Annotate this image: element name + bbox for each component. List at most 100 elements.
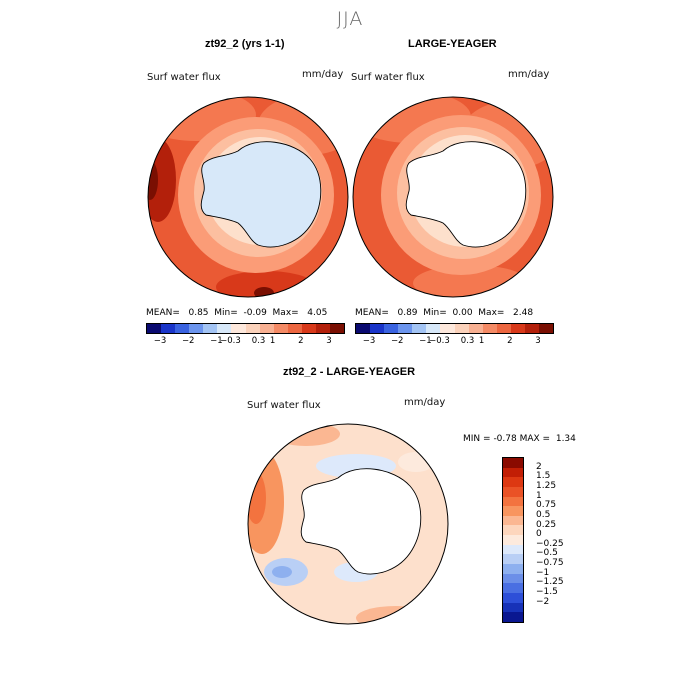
colorbar-tick-label: 1.25 [536,480,557,491]
colorbar-tick-label: 2 [507,336,513,346]
colorbar-swatch [398,324,413,333]
colorbar-tick-label: 1 [478,336,485,346]
colorbar-swatch [231,324,246,333]
colorbar-tick-label: −2 [390,336,404,346]
colorbar-swatch [412,324,427,333]
panel1-antarctica [200,141,322,248]
colorbar-swatch [245,324,260,333]
colorbar-swatch [496,324,511,333]
panel1-variable-label: Surf water flux [147,72,221,83]
colorbar-tick-label: 2 [536,461,542,472]
diff-min-label: MIN = [463,434,491,444]
colorbar-tick-label: −0.3 [429,336,450,346]
panel1-colorbar [146,323,345,334]
panel1-field-west-peak [148,160,158,200]
panel2-polar-map [352,96,554,298]
colorbar-tick-label: 0 [536,529,542,540]
colorbar-swatch [356,324,371,333]
colorbar-tick-label: 1 [269,336,276,346]
colorbar-swatch [503,535,523,545]
colorbar-tick-label: 0.25 [536,519,557,530]
colorbar-tick-label: 1 [536,490,542,501]
season-title: JJA [336,8,364,30]
colorbar-tick-label: 0.3 [251,336,266,346]
panel1-mean-label: MEAN= [146,308,180,318]
panel1-stats: MEAN= 0.85 Min= -0.09 Max= 4.05 [146,308,327,318]
panel1-field-south-peak [254,287,274,297]
colorbar-swatch [426,324,441,333]
diff-colorbar [502,457,524,623]
diff-units-label: mm/day [404,397,446,408]
colorbar-swatch [503,602,523,613]
colorbar-tick-label: −2 [181,336,195,346]
colorbar-swatch [503,592,523,603]
colorbar-swatch [524,324,540,333]
colorbar-swatch [217,324,232,333]
panel2-colorbar-ticks: −3 −2 −1 −0.3 0.3 1 2 3 [355,336,554,348]
panel1-min-value: -0.09 [243,308,267,318]
colorbar-tick-label: 3 [535,336,541,346]
colorbar-tick-label: −3 [153,336,167,346]
colorbar-swatch [301,324,316,333]
colorbar-swatch [503,467,523,478]
panel2-max-label: Max= [478,308,505,318]
panel2-colorbar [355,323,554,334]
colorbar-swatch [384,324,399,333]
colorbar-swatch [189,324,204,333]
diff-antarctica [300,468,422,575]
colorbar-swatch [482,324,497,333]
panel2-units-label: mm/day [508,69,550,80]
panel2-title: LARGE-YEAGER [408,38,497,50]
panel2-mean-value: 0.89 [397,308,418,318]
diff-field-west-peak [248,472,266,524]
colorbar-swatch [503,544,523,555]
diff-variable-label: Surf water flux [247,400,321,411]
diff-max-value: 1.34 [555,434,576,444]
colorbar-tick-label: −3 [362,336,376,346]
panel2-min-label: Min= [423,308,447,318]
colorbar-swatch [503,554,523,565]
colorbar-tick-label: −1 [210,336,223,346]
colorbar-tick-label: −1 [536,567,550,578]
panel1-max-value: 4.05 [307,308,328,318]
colorbar-swatch [370,324,385,333]
colorbar-swatch [503,496,523,507]
colorbar-tick-label: −0.3 [220,336,241,346]
colorbar-swatch [330,324,345,333]
colorbar-swatch [503,486,523,497]
panel2-antarctica [405,141,527,248]
colorbar-swatch [259,324,274,333]
panel2-min-value: 0.00 [452,308,473,318]
diff-max-label: MAX = [519,434,551,444]
colorbar-tick-label: 0.75 [536,500,557,511]
colorbar-swatch [273,324,288,333]
colorbar-swatch [147,324,162,333]
colorbar-tick-label: −1.5 [536,587,558,598]
panel1-title: zt92_2 (yrs 1-1) [205,38,285,50]
colorbar-swatch [503,515,523,526]
colorbar-tick-label: −1 [419,336,432,346]
colorbar-swatch [503,506,523,516]
diff-field-south [356,606,436,624]
colorbar-tick-label: 2 [298,336,304,346]
colorbar-swatch [503,564,523,574]
colorbar-tick-label: 0.3 [460,336,475,346]
colorbar-swatch [510,324,525,333]
colorbar-swatch [503,583,523,593]
colorbar-tick-label: −1.25 [536,577,564,588]
colorbar-swatch [468,324,483,333]
panel1-field-south [216,271,316,297]
colorbar-tick-label: −0.5 [536,548,558,559]
panel2-max-value: 2.48 [513,308,534,318]
diff-title: zt92_2 - LARGE-YEAGER [283,366,416,378]
colorbar-swatch [503,458,523,468]
colorbar-swatch [315,324,331,333]
diff-polar-map [247,423,449,625]
colorbar-swatch [503,477,523,487]
diff-min-value: -0.78 [493,434,517,444]
colorbar-swatch [203,324,218,333]
colorbar-tick-label: −0.75 [536,558,564,569]
colorbar-tick-label: −0.25 [536,538,564,549]
colorbar-swatch [287,324,302,333]
colorbar-tick-label: 0.5 [536,509,551,520]
